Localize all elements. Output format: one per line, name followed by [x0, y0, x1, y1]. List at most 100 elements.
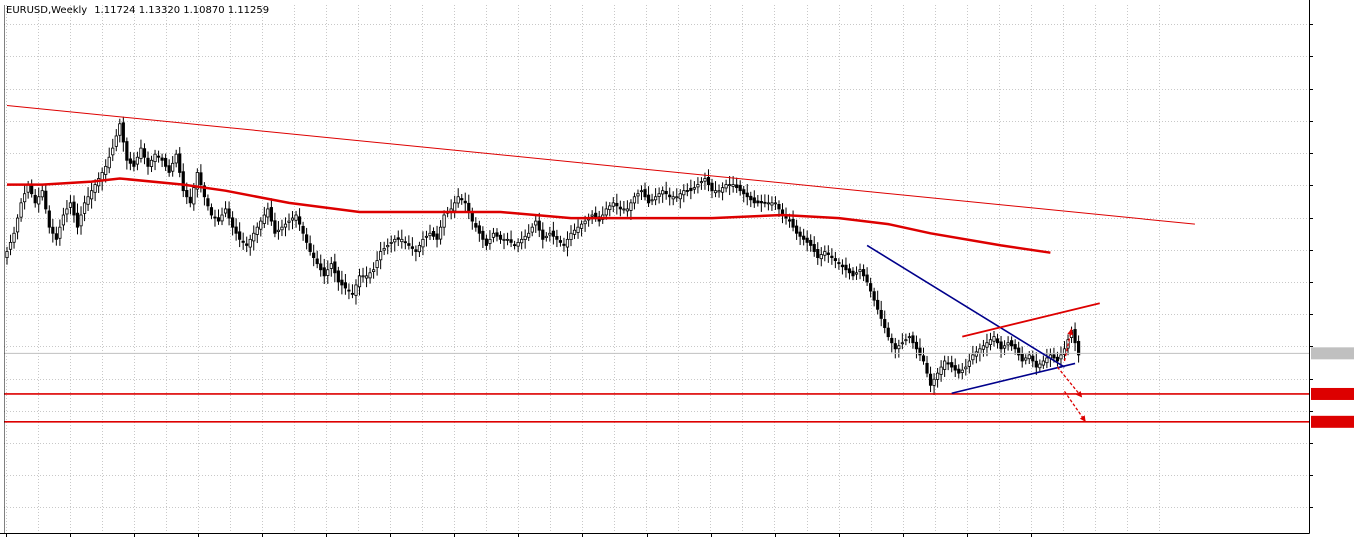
candle-body [654, 196, 658, 201]
candle-body [558, 240, 563, 243]
projection-arrows [1056, 328, 1087, 423]
candle-body [47, 210, 51, 228]
candle-body [206, 198, 210, 207]
candle-body [703, 178, 707, 182]
candle-body [82, 202, 87, 214]
candle-body [639, 190, 644, 193]
chart-grid [4, 5, 1309, 533]
candle-body [364, 275, 369, 279]
candle-body [393, 238, 397, 243]
candle-body [861, 269, 866, 277]
candle-body [305, 234, 309, 243]
candle-body [548, 232, 552, 236]
candle-body [453, 202, 457, 212]
candle-body [435, 233, 439, 240]
candle-body [646, 194, 651, 204]
support-level-badge [1311, 415, 1354, 428]
candle-body [1017, 347, 1021, 356]
candle-body [79, 214, 83, 227]
candle-body [770, 202, 774, 206]
candle-body [209, 207, 214, 216]
candle-body [474, 223, 478, 228]
candle-body [516, 241, 520, 247]
candle-body [890, 337, 894, 344]
candle-body [252, 232, 256, 242]
candle-body [763, 201, 767, 204]
candle-body [664, 190, 668, 195]
candle-body [343, 282, 348, 289]
candle-body [936, 372, 940, 380]
candle-body [900, 342, 904, 345]
candle-body [957, 368, 961, 374]
candle-body [481, 230, 485, 240]
candle-body [960, 369, 964, 373]
projection-arrow [1063, 391, 1087, 423]
moving-average-group [7, 177, 1051, 254]
candle-body [795, 225, 799, 234]
candle-body [357, 275, 362, 288]
candle-body [830, 255, 834, 258]
candle-body [865, 274, 869, 283]
candle-body [266, 208, 270, 218]
candle-body [604, 208, 608, 216]
candle-body [572, 229, 577, 235]
candle-body [223, 208, 228, 214]
time-axis [6, 533, 1032, 537]
candle-body [1045, 357, 1049, 364]
trendline-blue [951, 362, 1076, 395]
candle-body [791, 218, 795, 228]
candle-body [777, 204, 781, 210]
candle-body [513, 244, 517, 247]
candle-body [491, 232, 496, 238]
candle-body [629, 202, 633, 211]
candle-body [361, 275, 365, 278]
candle-body [192, 187, 196, 205]
candle-body [618, 206, 622, 210]
candle-body [622, 208, 626, 211]
candle-body [520, 238, 524, 244]
candle-body [259, 220, 263, 230]
candle-body [23, 193, 27, 203]
candle-body [576, 226, 580, 233]
candle-body [1024, 357, 1028, 361]
candle-body [230, 217, 235, 228]
candle-body [340, 279, 344, 286]
candle-body [498, 234, 503, 240]
candle-body [379, 251, 383, 261]
candle-body [273, 220, 277, 234]
candle-body [745, 192, 749, 198]
candle-body [1052, 354, 1056, 359]
candle-body [752, 197, 756, 204]
candle-body [417, 245, 422, 253]
candle-body [104, 165, 108, 175]
candle-body [657, 193, 661, 197]
candle-body [720, 187, 725, 193]
candle-body [403, 241, 407, 244]
candle-body [731, 184, 735, 187]
candle-body [287, 220, 291, 223]
candle-body [527, 232, 531, 238]
candle-body [893, 343, 897, 350]
candle-body [981, 345, 986, 350]
price-candles [5, 116, 1081, 396]
candle-body [156, 155, 161, 158]
candle-body [164, 157, 168, 167]
candle-body [844, 264, 848, 271]
candle-body [692, 187, 696, 190]
candle-body [943, 360, 947, 370]
candle-body [784, 215, 788, 219]
candle-body [742, 189, 746, 195]
candle-body [562, 243, 566, 246]
candle-body [216, 217, 221, 222]
candle-body [946, 362, 950, 365]
candle-body [837, 262, 841, 265]
candle-body [65, 208, 69, 215]
candle-body [19, 202, 23, 218]
candle-body [1073, 329, 1077, 344]
candle-body [142, 148, 147, 158]
candle-body [488, 238, 492, 244]
candle-body [950, 362, 954, 368]
candle-body [847, 268, 852, 274]
candle-body [336, 270, 340, 283]
